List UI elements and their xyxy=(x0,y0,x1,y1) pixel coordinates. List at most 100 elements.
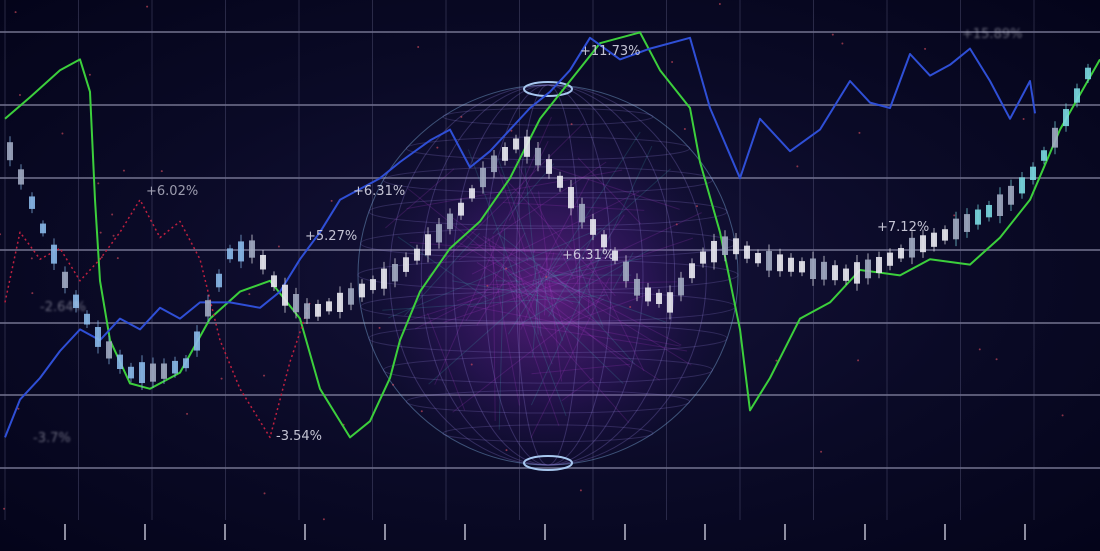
candle-body xyxy=(799,261,805,273)
network-line xyxy=(538,191,563,382)
candle-body xyxy=(645,287,651,302)
star-dot xyxy=(420,410,423,413)
star-dot xyxy=(505,449,508,452)
candle-body xyxy=(502,147,508,161)
star-dot xyxy=(17,407,20,410)
network-line xyxy=(533,248,536,254)
network-line xyxy=(427,312,466,411)
star-dot xyxy=(220,377,223,380)
candle-body xyxy=(29,196,35,209)
network-line xyxy=(550,270,636,365)
network-line xyxy=(465,232,526,322)
network-line xyxy=(520,273,545,330)
candle-body xyxy=(634,278,640,296)
annotation-label: +7.12% xyxy=(877,220,930,235)
candle-body xyxy=(1030,166,1036,180)
network-line xyxy=(493,258,624,384)
candle-body xyxy=(546,159,552,174)
network-line xyxy=(533,279,574,305)
network-line xyxy=(578,265,604,328)
star-dot xyxy=(100,256,103,259)
star-dot xyxy=(796,165,799,168)
network-line xyxy=(500,174,616,297)
star-dot xyxy=(857,359,860,362)
globe-parallel xyxy=(442,424,654,443)
star-dot xyxy=(116,257,119,260)
candle-body xyxy=(766,251,772,271)
star-dot xyxy=(629,305,632,308)
globe-meridian xyxy=(452,84,644,466)
star-dot xyxy=(248,293,251,296)
network-line xyxy=(568,293,650,324)
candle-body xyxy=(326,301,332,312)
candle-body xyxy=(1074,88,1080,103)
candle-body xyxy=(1041,150,1047,161)
network-line xyxy=(535,299,539,335)
star-dot xyxy=(953,214,956,217)
candle-body xyxy=(348,288,354,305)
network-line xyxy=(407,279,535,322)
annotation-label: +5.27% xyxy=(305,229,358,244)
network-line xyxy=(515,159,575,280)
candle-body xyxy=(700,251,706,264)
star-dot xyxy=(31,292,34,295)
star-dot xyxy=(579,489,582,492)
candle-body xyxy=(205,300,211,317)
network-line xyxy=(466,304,681,347)
candle-body xyxy=(777,254,783,272)
candle-body xyxy=(51,244,57,264)
candle-body xyxy=(590,219,596,235)
candle-body xyxy=(1052,127,1058,148)
network-line xyxy=(385,168,455,229)
network-line xyxy=(404,232,480,317)
candle-body xyxy=(920,235,926,253)
candle-body xyxy=(436,224,442,243)
network-line xyxy=(409,241,562,255)
network-line xyxy=(428,168,671,385)
series-layer xyxy=(4,31,1100,439)
star-dot xyxy=(61,132,64,135)
candle-body xyxy=(7,142,13,161)
star-dot xyxy=(30,257,33,260)
candle-body xyxy=(623,261,629,282)
network-line xyxy=(487,237,520,406)
network-line xyxy=(545,278,666,323)
network-line xyxy=(397,236,489,300)
candle-body xyxy=(612,250,618,261)
candle-body xyxy=(579,203,585,223)
network-line xyxy=(507,282,560,426)
network-line xyxy=(583,247,645,372)
star-dot xyxy=(263,374,266,377)
candle-body xyxy=(271,275,277,288)
globe-parallel xyxy=(405,389,691,414)
annotation-label: +6.31% xyxy=(353,184,406,199)
star-dot xyxy=(88,73,91,76)
network-line xyxy=(577,157,642,225)
star-dot xyxy=(330,199,333,202)
candle-body xyxy=(117,354,123,369)
network-line xyxy=(476,278,506,326)
annotation-label: +15.89% xyxy=(962,27,1023,42)
globe-parallel xyxy=(357,259,739,291)
candle-body xyxy=(139,362,145,384)
network-line xyxy=(543,252,548,316)
candle-body xyxy=(744,245,750,259)
network-line xyxy=(456,241,596,323)
globe-parallel xyxy=(382,356,714,384)
candle-body xyxy=(73,294,79,309)
candle-body xyxy=(161,363,167,379)
candle-body xyxy=(293,294,299,313)
candle-body xyxy=(1008,185,1014,205)
star-dot xyxy=(978,348,981,351)
star-dot xyxy=(683,127,686,130)
network-line xyxy=(532,264,538,286)
candle-body xyxy=(733,238,739,255)
candle-body xyxy=(150,363,156,382)
star-dot xyxy=(392,383,395,386)
star-dot xyxy=(470,363,473,366)
annotation-label: -2.64% xyxy=(40,300,86,315)
network-line xyxy=(539,267,601,282)
network-line xyxy=(571,214,625,290)
star-dot xyxy=(0,233,2,236)
